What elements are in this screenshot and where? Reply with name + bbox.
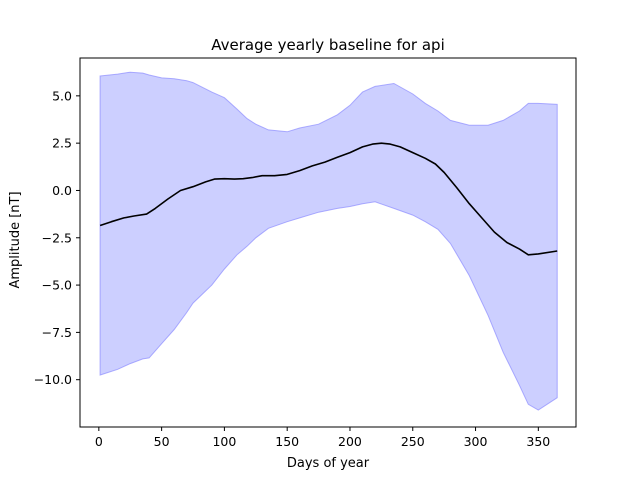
x-tick-label: 300 — [464, 434, 488, 449]
chart-title: Average yearly baseline for api — [211, 36, 445, 54]
confidence-band — [99, 71, 558, 411]
y-tick-label: 0.0 — [52, 183, 72, 198]
x-tick-label: 50 — [154, 434, 170, 449]
x-tick-label: 350 — [526, 434, 550, 449]
y-tick-label: −7.5 — [42, 325, 72, 340]
mean-baseline-line — [99, 142, 558, 256]
plot-frame — [79, 57, 577, 428]
y-tick-label: −10.0 — [34, 372, 72, 387]
y-tick-label: −5.0 — [42, 278, 72, 293]
x-axis-label: Days of year — [287, 456, 370, 471]
x-tick-label: 200 — [338, 434, 362, 449]
y-tick-label: 5.0 — [52, 88, 72, 103]
x-tick-label: 0 — [95, 434, 103, 449]
y-tick-label: 2.5 — [52, 136, 72, 151]
plot-area — [99, 71, 558, 411]
y-tick-label: −2.5 — [42, 230, 72, 245]
x-tick-label: 250 — [401, 434, 425, 449]
axes: 0 50 100 150 200 250 300 350 −10.0 −7.5 −5.0 −2.5 0.… — [34, 57, 577, 449]
x-tick-label: 100 — [212, 434, 236, 449]
x-tick-label: 150 — [275, 434, 299, 449]
y-axis-label: Amplitude [nT] — [8, 191, 23, 288]
